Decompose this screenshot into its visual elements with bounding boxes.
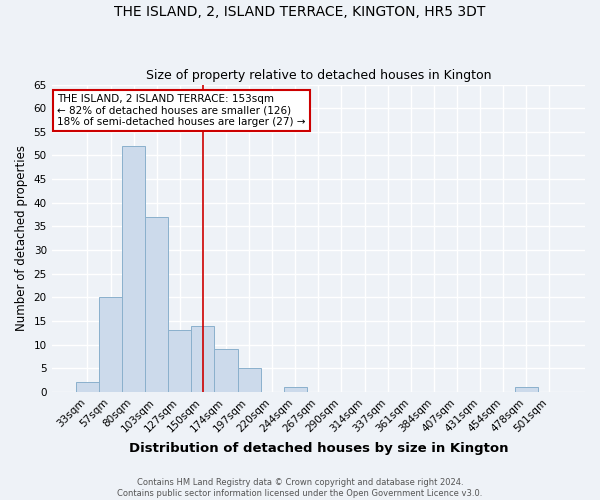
Bar [515, 387, 538, 392]
Text: THE ISLAND, 2, ISLAND TERRACE, KINGTON, HR5 3DT: THE ISLAND, 2, ISLAND TERRACE, KINGTON, … [115, 5, 485, 19]
Bar [214, 350, 238, 392]
Bar [76, 382, 99, 392]
Bar [284, 387, 307, 392]
Bar [238, 368, 260, 392]
X-axis label: Distribution of detached houses by size in Kington: Distribution of detached houses by size … [128, 442, 508, 455]
Text: Contains HM Land Registry data © Crown copyright and database right 2024.
Contai: Contains HM Land Registry data © Crown c… [118, 478, 482, 498]
Text: THE ISLAND, 2 ISLAND TERRACE: 153sqm
← 82% of detached houses are smaller (126)
: THE ISLAND, 2 ISLAND TERRACE: 153sqm ← 8… [57, 94, 305, 127]
Bar [99, 298, 122, 392]
Bar [191, 326, 214, 392]
Title: Size of property relative to detached houses in Kington: Size of property relative to detached ho… [146, 69, 491, 82]
Y-axis label: Number of detached properties: Number of detached properties [15, 146, 28, 332]
Bar [145, 217, 168, 392]
Bar [168, 330, 191, 392]
Bar [122, 146, 145, 392]
